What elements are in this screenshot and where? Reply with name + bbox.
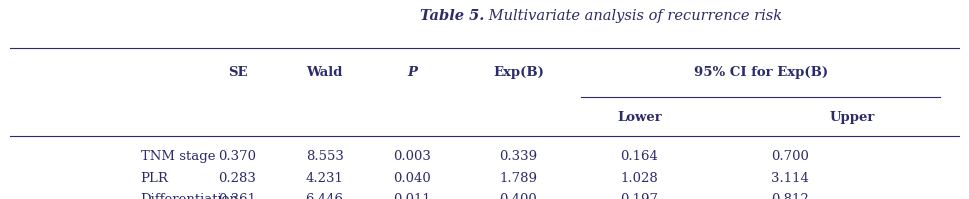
Text: 1.789: 1.789 bbox=[499, 172, 538, 185]
Text: 1.028: 1.028 bbox=[621, 172, 658, 185]
Text: P: P bbox=[407, 66, 417, 79]
Text: 0.400: 0.400 bbox=[500, 193, 537, 199]
Text: 0.339: 0.339 bbox=[499, 150, 538, 163]
Text: 0.283: 0.283 bbox=[218, 172, 257, 185]
Text: 0.700: 0.700 bbox=[770, 150, 809, 163]
Text: Multivariate analysis of recurrence risk: Multivariate analysis of recurrence risk bbox=[484, 9, 783, 23]
Text: 0.197: 0.197 bbox=[620, 193, 659, 199]
Text: 4.231: 4.231 bbox=[305, 172, 344, 185]
Text: Lower: Lower bbox=[617, 111, 662, 124]
Text: 95% CI for Exp(B): 95% CI for Exp(B) bbox=[694, 66, 828, 79]
Text: Differentiation: Differentiation bbox=[141, 193, 238, 199]
Text: Exp(B): Exp(B) bbox=[493, 66, 544, 79]
Text: 0.370: 0.370 bbox=[218, 150, 257, 163]
Text: TNM stage: TNM stage bbox=[141, 150, 215, 163]
Text: 0.040: 0.040 bbox=[393, 172, 430, 185]
Text: 0.164: 0.164 bbox=[620, 150, 659, 163]
Text: 0.812: 0.812 bbox=[771, 193, 808, 199]
Text: 0.011: 0.011 bbox=[393, 193, 430, 199]
Text: SE: SE bbox=[228, 66, 247, 79]
Text: Upper: Upper bbox=[830, 111, 875, 124]
Text: Wald: Wald bbox=[306, 66, 343, 79]
Text: 6.446: 6.446 bbox=[305, 193, 344, 199]
Text: Table 5.: Table 5. bbox=[421, 9, 484, 23]
Text: 3.114: 3.114 bbox=[770, 172, 809, 185]
Text: PLR: PLR bbox=[141, 172, 169, 185]
Text: 8.553: 8.553 bbox=[305, 150, 344, 163]
Text: 0.361: 0.361 bbox=[218, 193, 257, 199]
Text: 0.003: 0.003 bbox=[392, 150, 431, 163]
